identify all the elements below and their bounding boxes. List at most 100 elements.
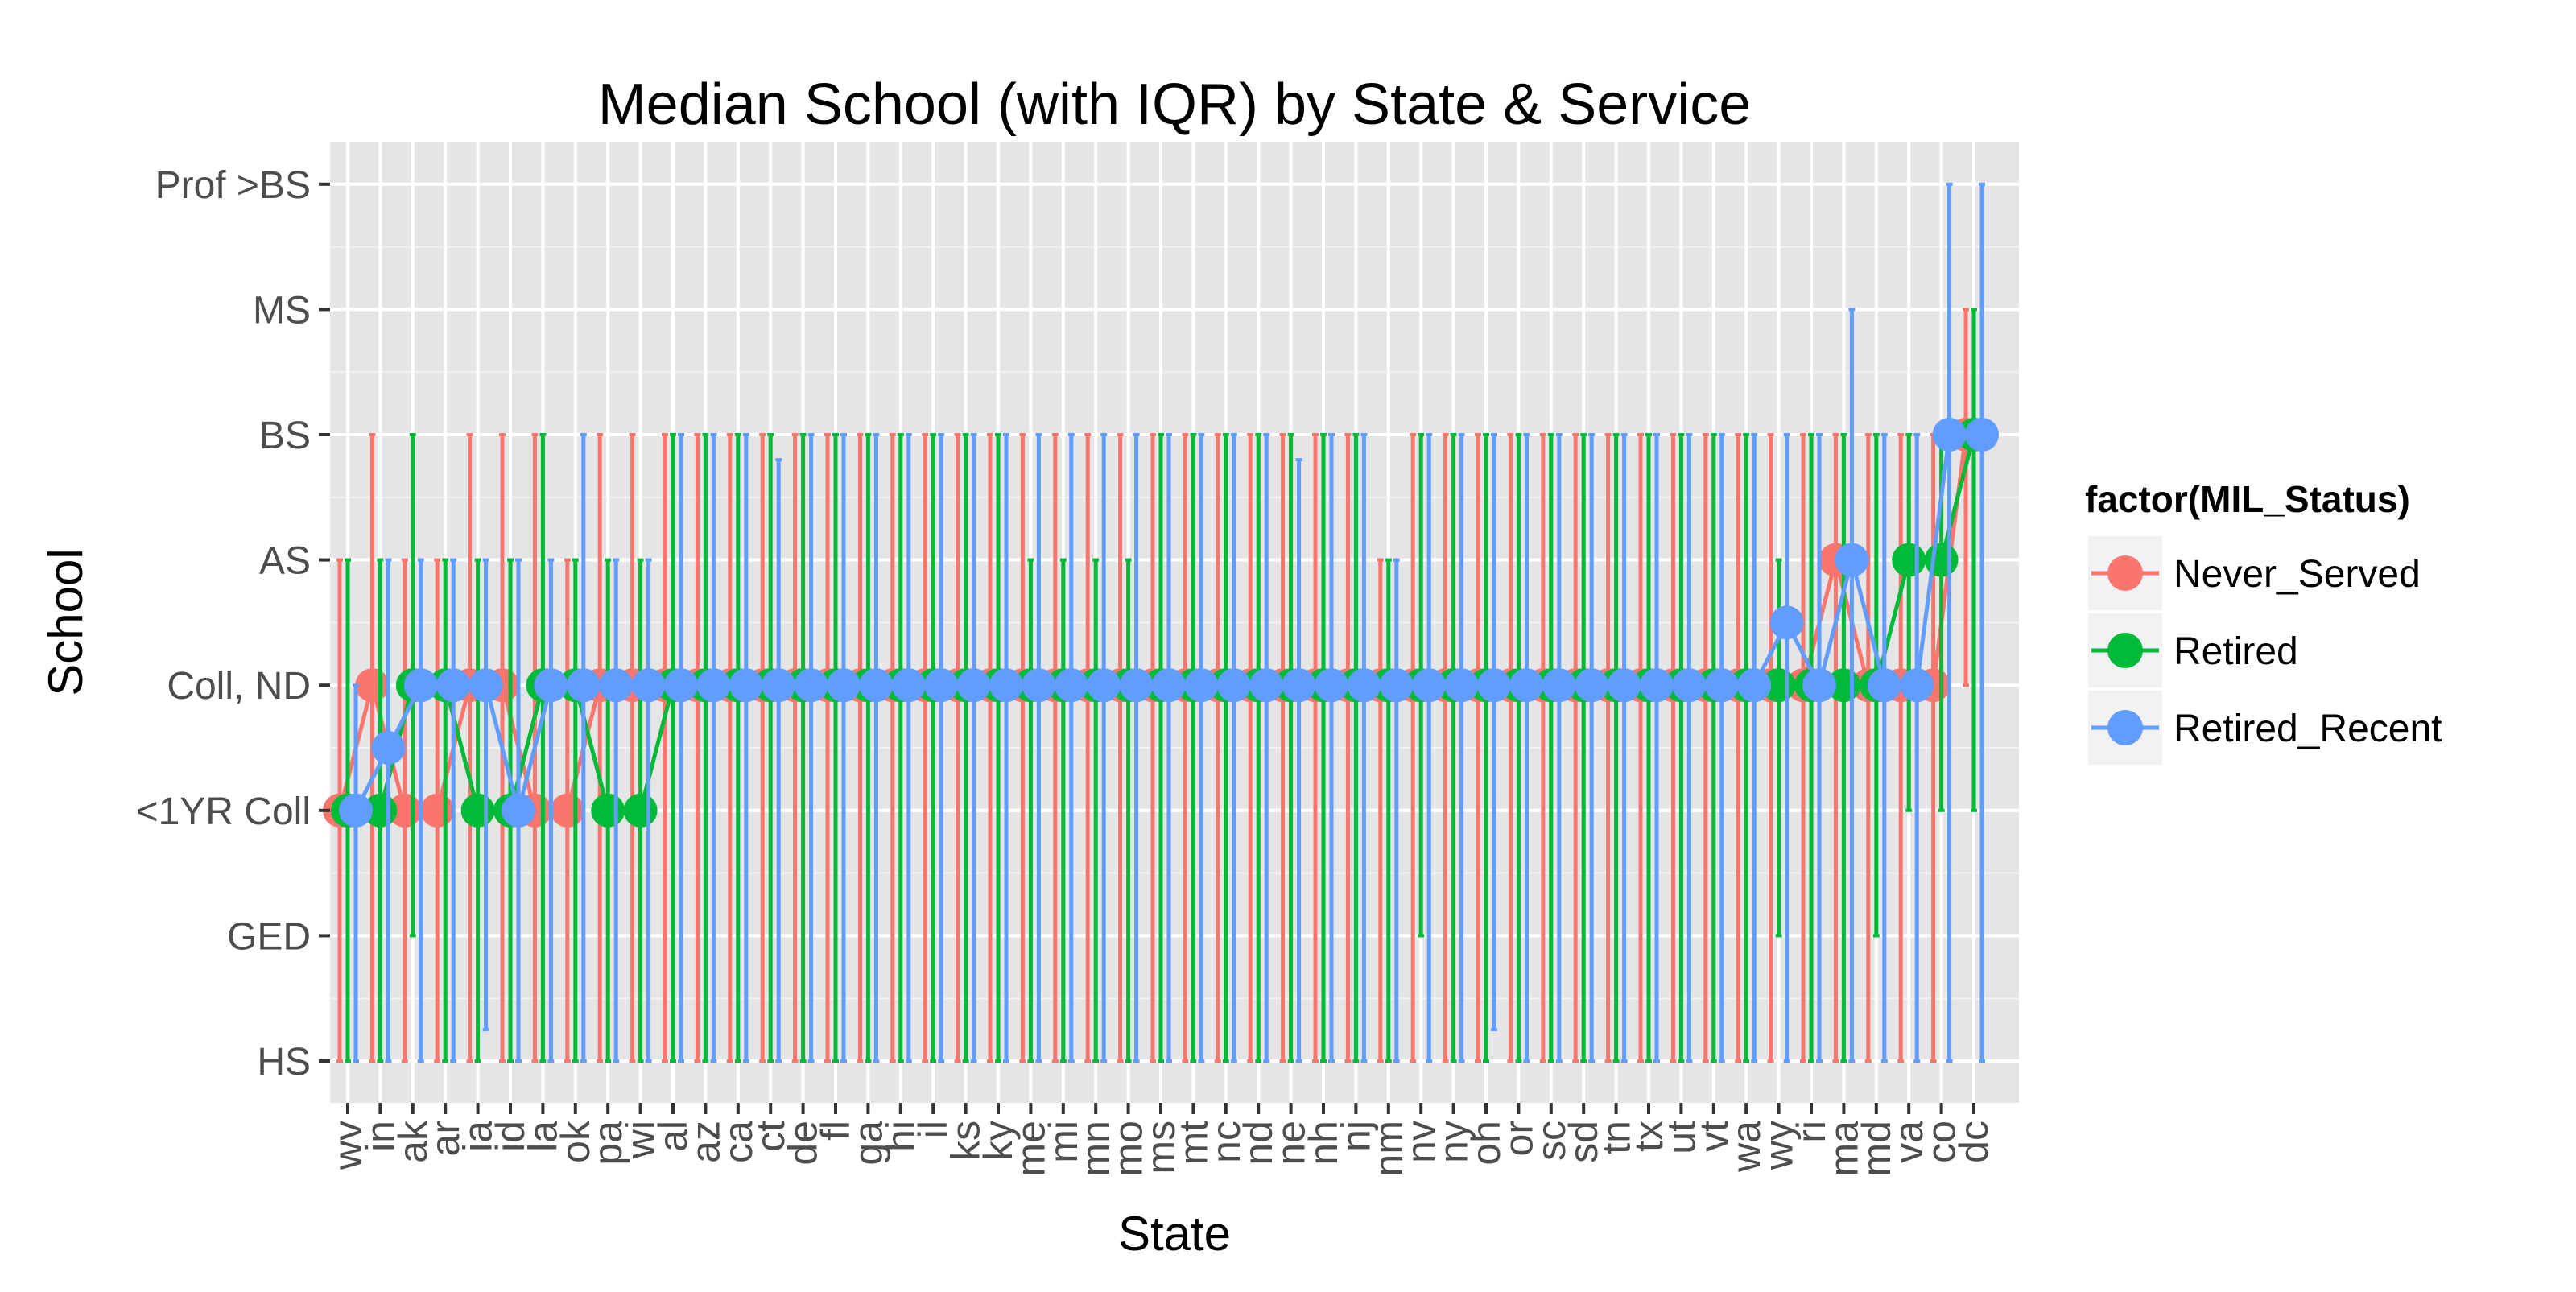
x-tick-label: ar [423,1121,468,1156]
x-tick-label: hi [878,1121,923,1152]
point-Retired_Recent-sd [1575,668,1609,703]
x-tick-label: va [1886,1121,1931,1163]
x-tick-label: ny [1431,1121,1476,1163]
x-tick-label: mi [1041,1121,1086,1163]
point-Retired_Recent-ar [436,668,471,703]
point-Retired_Recent-nj [1347,668,1381,703]
point-Retired_Recent-nv [1412,668,1447,703]
x-tick-label: vt [1691,1121,1736,1152]
point-Retired_Recent-ca [729,668,763,703]
point-Retired_Recent-ks [956,668,991,703]
point-Never_Served-ok [550,793,584,828]
x-tick-label: ri [1789,1121,1834,1143]
legend-item-Retired_Recent: Retired_Recent [2088,691,2442,765]
point-Retired-wi [623,793,658,828]
point-Retired_Recent-ky [989,668,1023,703]
point-Retired_Recent-mn [1087,668,1121,703]
y-tick-label: BS [259,415,311,457]
x-tick-label: wi [618,1121,663,1159]
x-tick-label: wa [1724,1121,1769,1173]
series-Retired [331,308,1991,1063]
axes: HS GED <1YR Coll Coll, ND AS BS MS Prof >BS wvin… [136,164,1996,1177]
x-tick-label: sc [1529,1121,1574,1161]
x-tick-label: ut [1658,1121,1703,1154]
x-tick-label: ks [943,1121,989,1161]
legend-title: factor(MIL_Status) [2085,478,2410,520]
x-tick-label: ia [456,1121,501,1152]
y-tick-label: Coll, ND [167,665,311,708]
point-Retired_Recent-ok [566,668,601,703]
x-tick-label: sd [1561,1121,1606,1163]
point-Retired_Recent-md [1867,668,1901,703]
point-Retired_Recent-wy [1769,605,1804,640]
legend-item-Never_Served: Never_Served [2088,536,2421,610]
x-tick-label: dc [1951,1121,1996,1163]
point-Retired_Recent-ms [1152,668,1186,703]
legend-key-point [2107,710,2143,745]
legend-key-point [2107,555,2143,591]
y-tick-label: Prof >BS [155,164,311,207]
x-tick-label: ne [1269,1121,1314,1166]
x-tick-label: wv [325,1121,370,1170]
x-tick-label: mo [1106,1121,1151,1176]
point-Retired_Recent-ri [1802,668,1836,703]
x-tick-label: ms [1138,1121,1183,1174]
x-tick-label: il [910,1121,956,1138]
point-Retired_Recent-sc [1542,668,1576,703]
point-Retired_Recent-oh [1477,668,1511,703]
x-axis-title: State [1118,1207,1231,1261]
x-tick-label: oh [1463,1121,1509,1166]
x-tick-label: nc [1203,1121,1249,1163]
x-tick-label: ct [748,1121,793,1152]
point-Retired_Recent-dc [1965,418,1999,452]
x-tick-label: id [488,1121,533,1152]
point-Retired_Recent-wv [339,793,373,828]
x-tick-label: nd [1236,1121,1281,1166]
point-Retired-ia [460,793,495,828]
series-Retired_Recent [339,182,1999,1063]
x-tick-label: md [1854,1121,1899,1176]
x-tick-label: mn [1073,1121,1118,1176]
x-tick-label: tx [1626,1121,1671,1152]
legend-key-point [2107,633,2143,668]
series-layer [323,182,1999,1063]
x-tick-label: or [1496,1121,1541,1156]
point-Retired_Recent-ia [469,668,503,703]
legend-items: Never_Served Retired Retired_Recent [2088,536,2442,765]
y-tick-label: GED [227,915,311,958]
point-Retired_Recent-de [794,668,828,703]
point-Retired_Recent-tx [1640,668,1674,703]
x-tick-label: wy [1757,1121,1802,1170]
chart-title: Median School (with IQR) by State & Serv… [598,72,1752,137]
point-Retired_Recent-ga [859,668,894,703]
point-Retired_Recent-il [924,668,959,703]
point-Retired_Recent-ma [1835,543,1869,577]
point-Retired_Recent-nm [1379,668,1414,703]
x-tick-label: nh [1301,1121,1346,1166]
x-tick-label: in [357,1121,402,1152]
point-Retired_Recent-wi [631,668,666,703]
x-tick-label: ma [1821,1121,1866,1177]
point-Retired_Recent-pa [599,668,634,703]
point-Retired_Recent-la [534,668,568,703]
x-tick-label: nm [1366,1121,1411,1176]
x-tick-label: de [781,1121,826,1166]
point-Retired_Recent-va [1900,668,1934,703]
point-Retired_Recent-al [664,668,698,703]
y-tick-label: MS [253,289,311,332]
y-axis-title: School [39,548,93,696]
point-Retired_Recent-in [371,731,406,765]
legend-item-Retired: Retired [2088,613,2298,687]
point-Never_Served-in [355,668,390,703]
x-tick-label: ok [553,1120,598,1163]
point-Retired-co [1924,543,1959,577]
point-Retired_Recent-ak [403,668,438,703]
point-Retired_Recent-ut [1672,668,1707,703]
y-tick-label: AS [259,540,311,583]
point-Retired_Recent-id [502,793,535,828]
point-Retired_Recent-ne [1282,668,1316,703]
x-tick-label: ca [716,1121,761,1163]
point-Never_Served-ar [420,793,455,828]
x-tick-label: az [683,1121,728,1163]
